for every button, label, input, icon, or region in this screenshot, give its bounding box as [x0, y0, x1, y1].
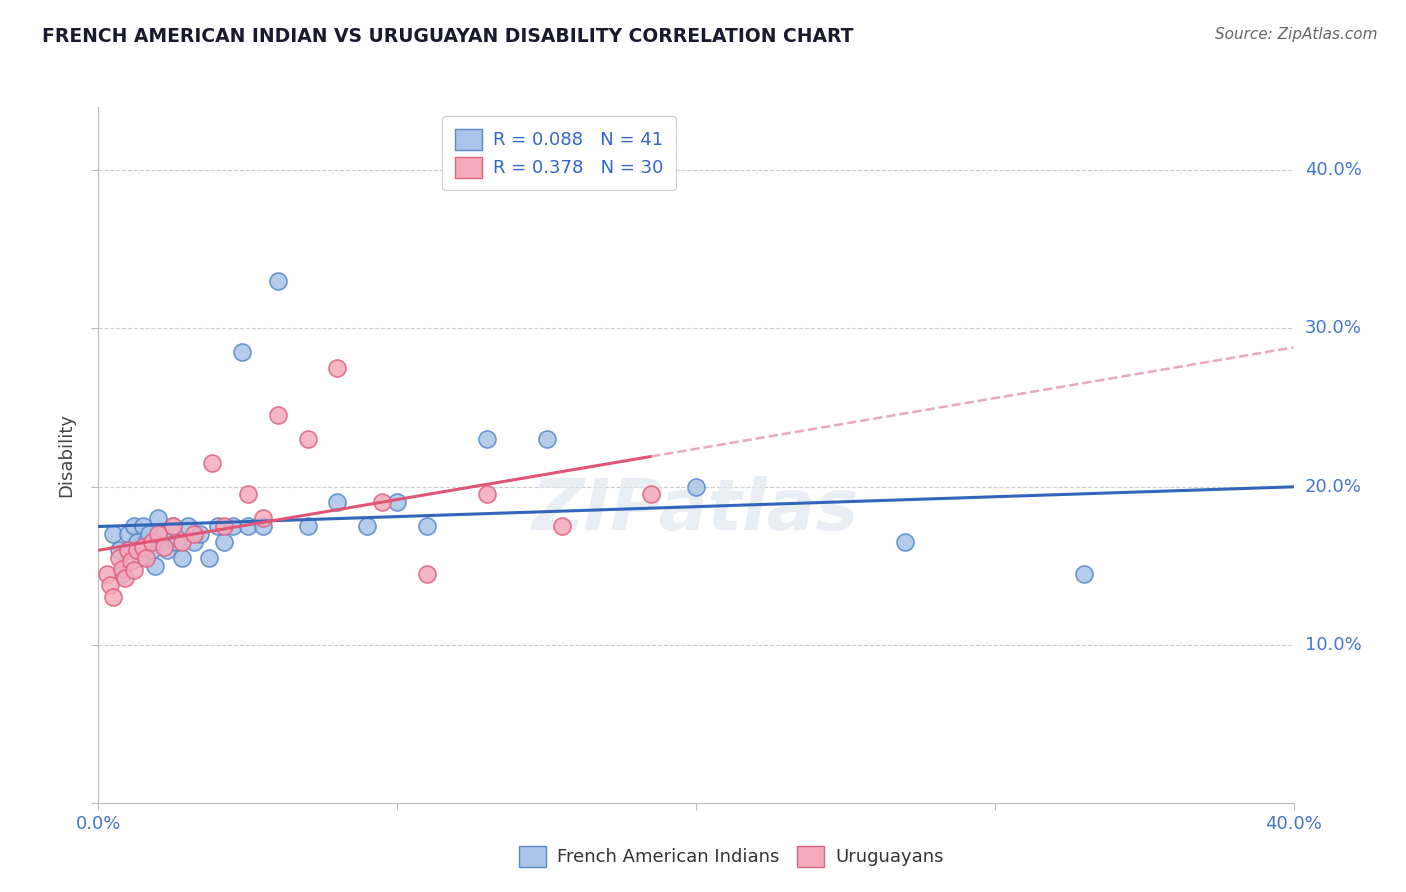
Point — [117, 542, 139, 557]
Point — [103, 591, 125, 605]
Point — [231, 345, 253, 359]
Point — [550, 519, 572, 533]
Point — [120, 554, 142, 568]
Point — [124, 563, 146, 577]
Point — [132, 519, 155, 533]
Point — [177, 519, 200, 533]
Point — [98, 577, 122, 591]
Point — [236, 519, 259, 533]
Text: 10.0%: 10.0% — [1305, 636, 1361, 654]
Point — [108, 550, 131, 565]
Point — [640, 487, 662, 501]
Point — [138, 527, 160, 541]
Point — [129, 550, 152, 565]
Point — [183, 527, 205, 541]
Point — [132, 540, 155, 554]
Point — [117, 542, 139, 557]
Point — [127, 534, 149, 549]
Point — [385, 495, 409, 509]
Point — [236, 487, 259, 501]
Point — [326, 495, 349, 509]
Point — [148, 527, 170, 541]
Point — [150, 534, 173, 549]
Y-axis label: Disability: Disability — [58, 413, 76, 497]
Text: 40.0%: 40.0% — [1305, 161, 1361, 179]
Point — [183, 534, 205, 549]
Point — [267, 274, 290, 288]
Point — [475, 432, 498, 446]
Text: 30.0%: 30.0% — [1305, 319, 1361, 337]
Point — [416, 566, 439, 581]
Point — [124, 519, 146, 533]
Point — [894, 534, 917, 549]
Point — [135, 534, 157, 549]
Text: Source: ZipAtlas.com: Source: ZipAtlas.com — [1215, 27, 1378, 42]
Text: FRENCH AMERICAN INDIAN VS URUGUAYAN DISABILITY CORRELATION CHART: FRENCH AMERICAN INDIAN VS URUGUAYAN DISA… — [42, 27, 853, 45]
Point — [96, 566, 118, 581]
Point — [685, 479, 707, 493]
Point — [172, 534, 194, 549]
Point — [156, 542, 179, 557]
Point — [371, 495, 394, 509]
Point — [1073, 566, 1095, 581]
Point — [222, 519, 245, 533]
Point — [153, 527, 176, 541]
Point — [143, 558, 166, 573]
Point — [162, 519, 184, 533]
Point — [162, 519, 184, 533]
Point — [153, 540, 176, 554]
Point — [141, 534, 163, 549]
Point — [201, 456, 224, 470]
Point — [212, 519, 235, 533]
Point — [141, 542, 163, 557]
Point — [114, 571, 136, 585]
Point — [252, 519, 274, 533]
Text: 20.0%: 20.0% — [1305, 477, 1361, 496]
Point — [165, 534, 187, 549]
Point — [267, 409, 290, 423]
Legend: French American Indians, Uruguayans: French American Indians, Uruguayans — [512, 838, 950, 874]
Point — [108, 542, 131, 557]
Point — [148, 511, 170, 525]
Point — [207, 519, 229, 533]
Point — [536, 432, 558, 446]
Point — [172, 550, 194, 565]
Point — [326, 360, 349, 375]
Point — [356, 519, 378, 533]
Point — [117, 527, 139, 541]
Point — [475, 487, 498, 501]
Point — [198, 550, 221, 565]
Text: ZIPatlas: ZIPatlas — [533, 476, 859, 545]
Point — [212, 534, 235, 549]
Legend: R = 0.088   N = 41, R = 0.378   N = 30: R = 0.088 N = 41, R = 0.378 N = 30 — [441, 116, 676, 190]
Point — [252, 511, 274, 525]
Point — [297, 519, 319, 533]
Point — [188, 527, 211, 541]
Point — [103, 527, 125, 541]
Point — [135, 550, 157, 565]
Point — [111, 562, 134, 576]
Point — [111, 566, 134, 581]
Point — [416, 519, 439, 533]
Point — [297, 432, 319, 446]
Point — [127, 542, 149, 557]
